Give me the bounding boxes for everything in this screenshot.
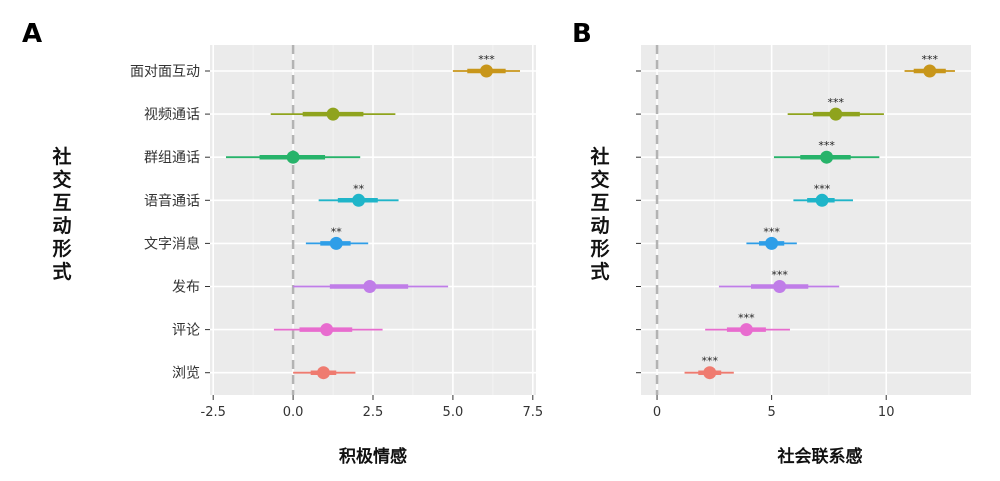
estimate-row-3: *** (773, 139, 880, 164)
panel-b-marks: *** *** *** *** *** *** *** *** (684, 53, 955, 380)
y-axis-title-char: 社 (589, 145, 609, 168)
point-estimate (352, 193, 366, 207)
panel-a-marks: ******* (225, 53, 521, 380)
point-estimate (765, 236, 779, 250)
x-tick-label: 2.5 (363, 405, 384, 420)
point-estimate (739, 323, 753, 337)
estimate-row-5: *** (746, 225, 797, 250)
y-axis-title-char: 式 (52, 260, 71, 283)
category-label: 浏览 (172, 366, 200, 382)
estimate-row-8: *** (684, 355, 734, 380)
estimate-row-8 (293, 366, 356, 380)
category-label: 面对面互动 (130, 64, 200, 80)
category-label: 发布 (172, 280, 200, 296)
point-estimate (286, 150, 300, 164)
panel-a-letter: A (22, 19, 42, 49)
significance-label: ** (353, 182, 365, 195)
category-label: 评论 (172, 323, 200, 339)
estimate-row-2: *** (787, 96, 884, 121)
x-tick-label: 0 (653, 405, 661, 420)
point-estimate (326, 107, 340, 121)
panel-b-background (641, 45, 971, 395)
significance-label: *** (738, 312, 755, 325)
panel-a-x-axis-title: 积极情感 (339, 446, 407, 467)
y-axis-title-char: 互 (590, 192, 609, 214)
y-axis-title-char: 式 (590, 260, 609, 283)
significance-label: *** (828, 96, 845, 109)
point-estimate (329, 236, 343, 250)
point-estimate (703, 366, 717, 380)
significance-label: *** (922, 53, 939, 66)
y-axis-title-char: 形 (52, 238, 71, 260)
estimate-row-6: *** (718, 269, 840, 293)
panel-b-letter: B (572, 19, 592, 49)
point-estimate (320, 323, 334, 337)
point-estimate (923, 64, 937, 78)
significance-label: *** (814, 182, 831, 195)
significance-label: ** (331, 225, 343, 238)
category-label: 语音通话 (144, 192, 200, 209)
significance-label: *** (818, 139, 835, 152)
point-estimate (815, 193, 829, 207)
point-estimate (363, 280, 377, 293)
estimate-row-4: *** (793, 182, 853, 207)
significance-label: *** (771, 269, 788, 282)
significance-label: *** (702, 355, 719, 368)
estimate-row-7 (273, 323, 383, 337)
x-tick-label: 5 (767, 405, 775, 420)
estimate-row-6 (293, 280, 449, 293)
x-tick-label: -2.5 (201, 405, 226, 420)
estimate-row-5: ** (305, 225, 369, 250)
panel-b-x-ticks: 0 5 10 (636, 70, 895, 420)
point-estimate (829, 107, 843, 121)
estimate-row-3 (225, 150, 361, 164)
y-axis-title-char: 社 (51, 145, 71, 168)
y-axis-title-char: 交 (590, 168, 609, 191)
x-tick-label: 10 (878, 405, 895, 420)
estimate-row-1: *** (452, 53, 521, 78)
estimate-row-2 (270, 107, 396, 121)
panel-b-x-axis-title: 社会联系感 (777, 446, 863, 467)
y-axis-title-char: 交 (52, 168, 71, 191)
panel-b: B *** *** *** *** *** *** *** *** 0 5 10 社会联系感 社交… (572, 19, 971, 467)
point-estimate (479, 64, 493, 78)
estimate-row-4: ** (318, 182, 399, 207)
y-axis-title-char: 动 (52, 215, 71, 237)
y-axis-title-char: 动 (590, 215, 609, 237)
estimate-row-1: *** (904, 53, 955, 78)
point-estimate (316, 366, 330, 380)
estimate-row-7: *** (705, 312, 790, 337)
significance-label: *** (763, 225, 780, 238)
x-tick-label: 7.5 (522, 405, 543, 420)
panel-a-x-ticks: -2.5 0.0 2.5 5.0 7.5 (201, 70, 543, 420)
point-estimate (773, 280, 787, 293)
point-estimate (820, 150, 834, 164)
x-tick-label: 0.0 (283, 405, 304, 420)
category-label: 群组通话 (144, 150, 200, 166)
y-axis-title-char: 互 (52, 192, 71, 214)
category-label: 文字消息 (144, 235, 200, 252)
y-axis-title-char: 形 (590, 238, 609, 260)
significance-label: *** (478, 53, 495, 66)
category-label: 视频通话 (144, 107, 200, 123)
x-tick-label: 5.0 (443, 405, 464, 420)
